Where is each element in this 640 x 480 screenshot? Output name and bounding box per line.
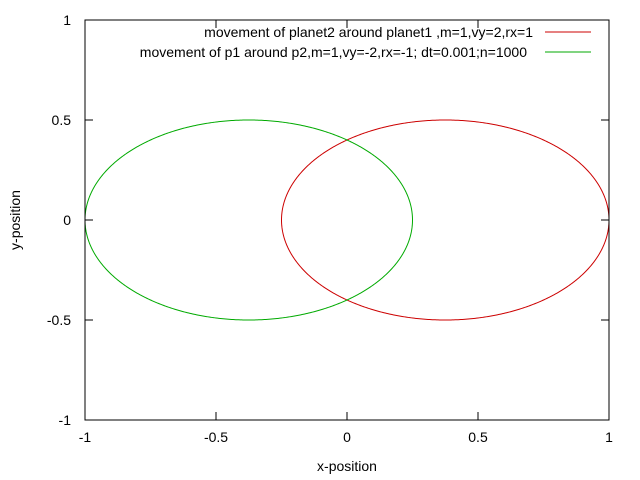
series-1-line (280, 119, 610, 321)
y-tick-label-4: 1 (63, 12, 71, 28)
y-tick-label-2: 0 (63, 212, 71, 228)
plot-frame (84, 19, 610, 421)
y-tick-label-0: -1 (59, 412, 72, 428)
legend-entry-2-label: movement of p1 around p2,m=1,vy=-2,rx=-1… (140, 44, 527, 60)
x-tick-label-0: -1 (79, 429, 92, 445)
x-tick-label-4: 1 (605, 429, 613, 445)
x-tick-label-1: -0.5 (204, 429, 228, 445)
legend-entry-1-label: movement of planet2 around planet1 ,m=1,… (204, 24, 533, 40)
series-2-line (84, 119, 413, 321)
legend: movement of planet2 around planet1 ,m=1,… (140, 24, 591, 60)
y-axis-label: y-position (7, 190, 23, 250)
x-axis-label: x-position (317, 458, 377, 474)
x-tick-label-2: 0 (343, 429, 351, 445)
y-tick-label-1: -0.5 (47, 312, 71, 328)
y-tick-label-3: 0.5 (52, 112, 72, 128)
x-tick-label-3: 0.5 (468, 429, 488, 445)
